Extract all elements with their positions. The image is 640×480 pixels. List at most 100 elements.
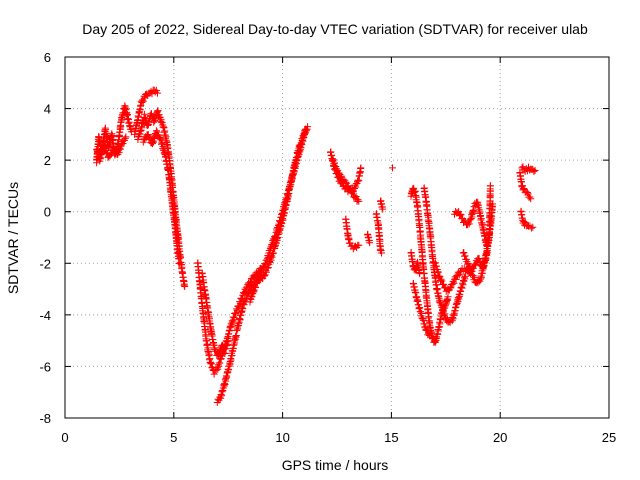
data-point xyxy=(354,196,362,204)
data-point xyxy=(461,252,469,260)
data-point xyxy=(263,256,271,264)
data-point xyxy=(118,141,126,149)
data-point xyxy=(426,332,433,339)
data-point xyxy=(337,172,345,180)
data-point xyxy=(252,279,260,287)
data-point xyxy=(257,272,264,280)
data-point xyxy=(529,223,537,231)
data-point xyxy=(155,134,163,142)
data-point xyxy=(121,134,129,142)
data-point xyxy=(175,259,183,267)
data-point xyxy=(424,331,432,339)
data-point xyxy=(436,272,444,280)
data-point xyxy=(354,176,362,184)
x-tick-label: 25 xyxy=(602,430,616,445)
data-point xyxy=(301,125,309,133)
data-point xyxy=(354,177,361,185)
data-point xyxy=(486,182,494,190)
axis-ticks xyxy=(64,56,610,419)
data-point xyxy=(378,249,386,257)
data-point xyxy=(355,241,363,249)
data-point xyxy=(115,148,123,156)
data-point xyxy=(457,211,465,219)
data-point xyxy=(475,255,483,262)
data-point xyxy=(423,326,431,334)
data-point xyxy=(233,306,241,314)
data-point xyxy=(437,275,445,283)
data-point xyxy=(355,197,363,205)
data-point xyxy=(329,156,337,164)
data-point xyxy=(452,276,460,283)
data-point xyxy=(440,280,448,288)
x-tick-label: 10 xyxy=(275,430,289,445)
data-point xyxy=(438,277,446,285)
data-point xyxy=(349,188,357,196)
x-tick-label: 15 xyxy=(384,430,398,445)
data-point xyxy=(336,171,344,178)
data-point xyxy=(181,283,189,290)
data-point xyxy=(210,370,218,378)
data-point xyxy=(144,131,152,138)
data-point xyxy=(455,271,463,279)
data-point xyxy=(444,293,452,301)
data-point xyxy=(470,262,478,270)
data-point xyxy=(454,272,462,280)
y-tick-label: -4 xyxy=(39,308,51,323)
data-point xyxy=(389,164,396,172)
x-axis-label: GPS time / hours xyxy=(282,457,389,473)
data-point xyxy=(465,263,473,270)
data-point xyxy=(342,178,350,186)
x-tick-label: 5 xyxy=(170,430,177,445)
data-point xyxy=(352,183,360,191)
x-tick-label: 0 xyxy=(61,430,68,445)
grid-lines xyxy=(65,57,609,418)
y-axis-label: SDTVAR / TECUs xyxy=(5,182,21,294)
data-point xyxy=(357,164,365,172)
data-point xyxy=(472,260,479,268)
data-point xyxy=(352,193,360,200)
data-point xyxy=(520,218,528,225)
data-point xyxy=(245,289,253,296)
data-point xyxy=(450,279,458,287)
data-point xyxy=(114,150,122,158)
data-point xyxy=(377,245,384,253)
data-point xyxy=(232,310,240,318)
data-point xyxy=(460,249,468,256)
y-tick-label: 0 xyxy=(44,205,51,220)
data-point xyxy=(262,260,269,268)
x-tick-labels: 0 5 10 15 20 25 xyxy=(61,430,616,445)
y-tick-label: 4 xyxy=(44,102,51,117)
data-point xyxy=(257,267,265,275)
data-point xyxy=(464,259,472,267)
data-point xyxy=(154,89,161,97)
data-point xyxy=(139,97,147,105)
data-point xyxy=(442,314,450,322)
data-point xyxy=(526,193,534,201)
data-point xyxy=(116,145,124,153)
y-tick-labels: -8 -6 -4 -2 0 2 4 6 xyxy=(39,50,51,426)
y-tick-label: -2 xyxy=(39,256,51,271)
data-point xyxy=(379,205,387,213)
data-point xyxy=(441,310,449,318)
y-tick-label: 6 xyxy=(44,50,51,65)
data-point xyxy=(122,133,130,141)
data-point xyxy=(224,337,232,345)
y-tick-label: 2 xyxy=(44,153,51,168)
data-point xyxy=(469,272,477,280)
data-point xyxy=(460,217,468,225)
chart-title: Day 205 of 2022, Sidereal Day-to-day VTE… xyxy=(82,21,588,37)
data-point xyxy=(440,307,448,315)
data-point xyxy=(530,167,538,175)
data-points xyxy=(93,86,539,406)
x-tick-label: 20 xyxy=(493,430,507,445)
data-point xyxy=(468,268,476,275)
data-point xyxy=(524,190,532,198)
data-point xyxy=(331,159,338,167)
data-point xyxy=(235,303,242,311)
data-point xyxy=(146,134,154,141)
data-point xyxy=(119,140,127,147)
y-tick-label: -6 xyxy=(39,359,51,374)
data-point xyxy=(154,107,162,115)
y-tick-label: -8 xyxy=(39,411,51,426)
